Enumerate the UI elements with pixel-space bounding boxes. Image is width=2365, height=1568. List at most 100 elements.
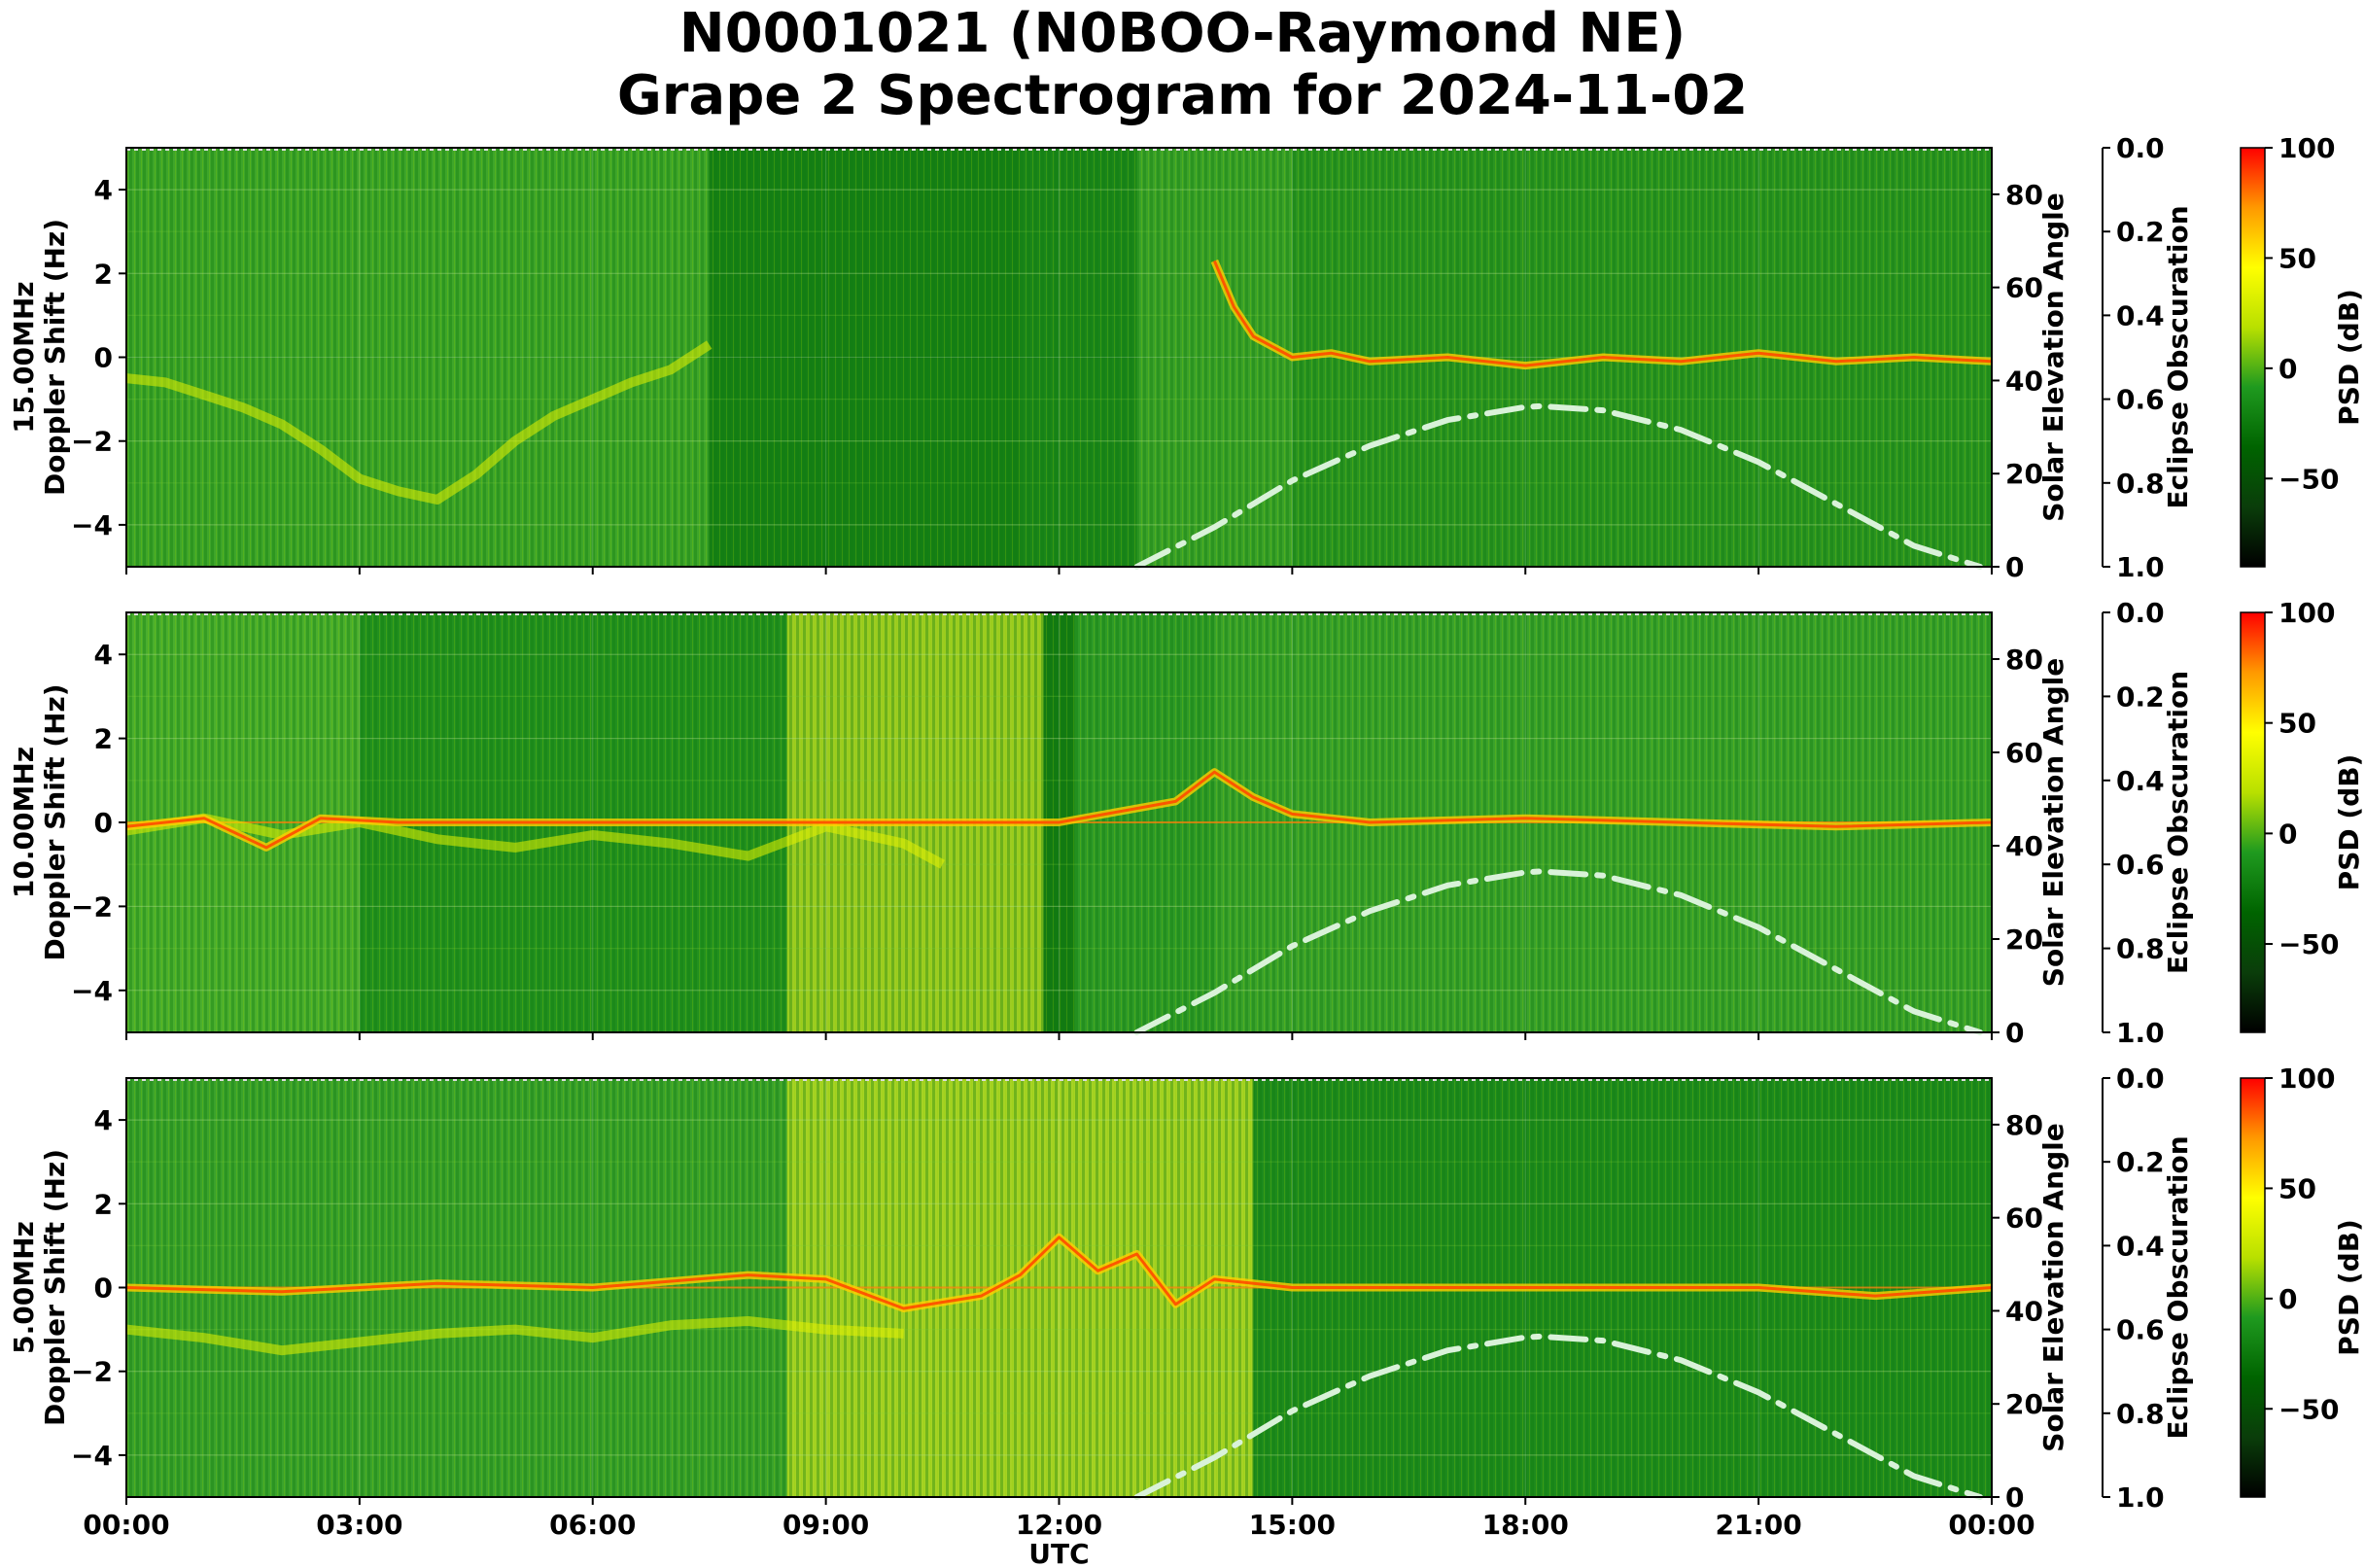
colorbar-axis-label: PSD (dB) — [2333, 1219, 2365, 1356]
doppler-axis-label: Doppler Shift (Hz) — [39, 219, 71, 496]
solar-tick-label: 40 — [2005, 1295, 2043, 1327]
solar-tick-label: 60 — [2005, 737, 2043, 769]
eclipse-tick-label: 0.0 — [2116, 132, 2165, 164]
colorbar-tick-label: 50 — [2278, 1172, 2316, 1204]
solar-elevation-curve — [1133, 1333, 1983, 1500]
doppler-axis-label: Doppler Shift (Hz) — [39, 683, 71, 960]
eclipse-label: Eclipse Obscuration — [2162, 671, 2194, 974]
eclipse-tick-label: 0.6 — [2116, 849, 2165, 881]
figure-title-line1: N0001021 (N0BOO-Raymond NE) — [678, 2, 1687, 65]
solar-tick-label: 0 — [2005, 1481, 2024, 1514]
y-tick-label: 0 — [94, 807, 113, 839]
solar-tick-label: 40 — [2005, 365, 2043, 397]
x-tick-label: 00:00 — [83, 1509, 169, 1541]
signal-trace — [1213, 260, 1993, 367]
colorbar-label: PSD (dB) — [2333, 754, 2365, 891]
colorbar — [2240, 611, 2266, 1033]
eclipse-label: Eclipse Obscuration — [2162, 1135, 2194, 1439]
doppler-axis-label: Doppler Shift (Hz) — [39, 1149, 71, 1426]
eclipse-axis-label: Eclipse Obscuration — [2162, 205, 2194, 508]
x-tick-label: 18:00 — [1482, 1509, 1569, 1541]
solar-tick-label: 80 — [2005, 644, 2043, 676]
solar-axis-label: Solar Elevation Angle — [2037, 192, 2069, 521]
colorbar-axis-label: PSD (dB) — [2333, 754, 2365, 891]
spectrogram-panel-15.00MHz: 420−2−415.00MHz Doppler Shift (Hz)8060402… — [8, 132, 2365, 583]
solar-tick-label: 80 — [2005, 179, 2043, 211]
solar-tick-label: 20 — [2005, 1388, 2043, 1420]
eclipse-tick-label: 1.0 — [2116, 1481, 2165, 1514]
x-axis-label: UTC — [1028, 1538, 1089, 1568]
y-axis-label: 10.00MHz Doppler Shift (Hz) — [8, 683, 71, 960]
x-tick-label: 03:00 — [316, 1509, 402, 1541]
x-tick-label: 21:00 — [1716, 1509, 1802, 1541]
signal-trace — [125, 1236, 1993, 1310]
solar-elevation-curve — [1133, 868, 1983, 1035]
y-tick-label: −4 — [71, 975, 113, 1007]
colorbar — [2240, 147, 2266, 568]
solar-tick-label: 40 — [2005, 830, 2043, 862]
colorbar-tick-label: 0 — [2278, 1283, 2297, 1315]
eclipse-tick-label: 0.8 — [2116, 1398, 2165, 1430]
y-tick-label: 0 — [94, 1272, 113, 1305]
solar-tick-label: 80 — [2005, 1109, 2043, 1141]
colorbar-tick-label: −50 — [2278, 1393, 2339, 1425]
colorbar-tick-label: 0 — [2278, 353, 2297, 385]
y-tick-label: 4 — [94, 1104, 113, 1136]
x-tick-label: 12:00 — [1016, 1509, 1102, 1541]
eclipse-tick-label: 1.0 — [2116, 1017, 2165, 1049]
x-tick-label: 09:00 — [783, 1509, 869, 1541]
x-tick-label: 06:00 — [549, 1509, 636, 1541]
solar-tick-label: 20 — [2005, 458, 2043, 490]
solar-elevation-curve — [1133, 402, 1983, 570]
solar-axis-label: Solar Elevation Angle — [2037, 1123, 2069, 1451]
colorbar-tick-label: 100 — [2278, 597, 2335, 629]
solar-tick-label: 0 — [2005, 551, 2024, 583]
eclipse-axis-label: Eclipse Obscuration — [2162, 671, 2194, 974]
y-tick-label: −4 — [71, 1440, 113, 1472]
colorbar-tick-label: 50 — [2278, 708, 2316, 740]
eclipse-axis-label: Eclipse Obscuration — [2162, 1135, 2194, 1439]
eclipse-tick-label: 0.0 — [2116, 597, 2165, 629]
carrier-trace — [125, 340, 713, 505]
solar-tick-label: 60 — [2005, 272, 2043, 304]
frequency-label: 15.00MHz — [8, 281, 40, 433]
colorbar-tick-label: −50 — [2278, 463, 2339, 495]
eclipse-tick-label: 0.8 — [2116, 933, 2165, 965]
eclipse-tick-label: 1.0 — [2116, 551, 2165, 583]
colorbar-tick-label: 100 — [2278, 132, 2335, 164]
eclipse-tick-label: 0.2 — [2116, 1146, 2165, 1178]
eclipse-tick-label: 0.6 — [2116, 1314, 2165, 1346]
x-tick-label: 00:00 — [1948, 1509, 2035, 1541]
signal-trace — [125, 770, 1993, 850]
y-tick-label: 0 — [94, 342, 113, 374]
colorbar-label: PSD (dB) — [2333, 289, 2365, 426]
eclipse-tick-label: 0.4 — [2116, 1230, 2165, 1262]
solar-elevation-label: Solar Elevation Angle — [2037, 658, 2069, 987]
colorbar — [2240, 1077, 2266, 1498]
frequency-label: 10.00MHz — [8, 747, 40, 898]
spectrogram-panel-5.00MHz: 420−2−45.00MHz Doppler Shift (Hz)80604020… — [8, 1063, 2365, 1568]
eclipse-tick-label: 0.2 — [2116, 216, 2165, 248]
colorbar-tick-label: −50 — [2278, 928, 2339, 960]
y-tick-label: −2 — [71, 1356, 113, 1388]
y-tick-label: 2 — [94, 723, 113, 755]
y-tick-label: −2 — [71, 426, 113, 458]
y-tick-label: −2 — [71, 890, 113, 923]
solar-tick-label: 60 — [2005, 1202, 2043, 1235]
eclipse-tick-label: 0.0 — [2116, 1063, 2165, 1095]
solar-elevation-label: Solar Elevation Angle — [2037, 192, 2069, 521]
eclipse-tick-label: 0.6 — [2116, 384, 2165, 416]
colorbar-tick-label: 100 — [2278, 1063, 2335, 1095]
eclipse-tick-label: 0.2 — [2116, 680, 2165, 713]
x-tick-label: 15:00 — [1249, 1509, 1336, 1541]
colorbar-tick-label: 50 — [2278, 242, 2316, 274]
solar-tick-label: 0 — [2005, 1017, 2024, 1049]
colorbar-axis-label: PSD (dB) — [2333, 289, 2365, 426]
carrier-trace — [125, 1316, 904, 1356]
y-tick-label: 2 — [94, 1188, 113, 1220]
eclipse-label: Eclipse Obscuration — [2162, 205, 2194, 508]
spectrogram-panel-10.00MHz: 420−2−410.00MHz Doppler Shift (Hz)8060402… — [8, 597, 2365, 1049]
figure-title-line2: Grape 2 Spectrogram for 2024-11-02 — [616, 64, 1749, 127]
y-tick-label: 2 — [94, 258, 113, 290]
solar-elevation-label: Solar Elevation Angle — [2037, 1123, 2069, 1451]
